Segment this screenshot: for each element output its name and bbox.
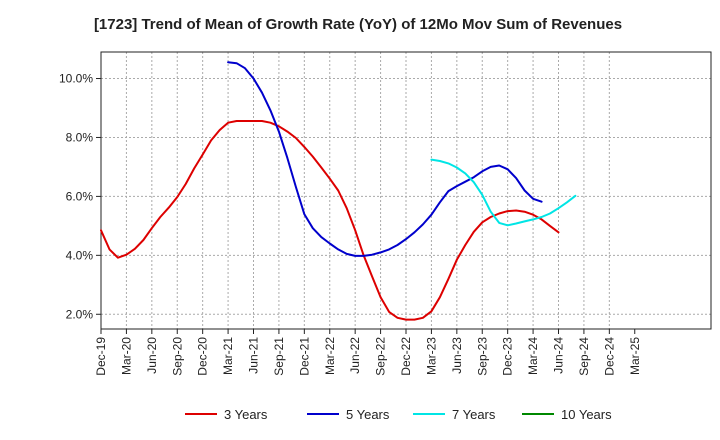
series-line-5-years <box>227 61 543 257</box>
series-line-7-years <box>430 158 577 227</box>
x-tick-label: Sep-24 <box>577 337 591 376</box>
x-axis: Dec-19 Mar-20 Jun-20 Sep-20 Dec-20 Mar-21 Jun-… <box>94 329 642 376</box>
x-tick-label: Mar-20 <box>119 337 133 375</box>
x-tick-label: Mar-23 <box>424 337 438 375</box>
y-tick-label: 2.0% <box>66 307 94 321</box>
legend: 3 Years 5 Years 7 Years 10 Years <box>185 407 612 422</box>
x-tick-label: Dec-22 <box>399 337 413 376</box>
x-tick-label: Mar-25 <box>628 337 642 375</box>
x-tick-label: Mar-22 <box>323 337 337 375</box>
legend-label: 3 Years <box>224 407 268 422</box>
x-tick-label: Sep-20 <box>170 337 184 376</box>
legend-label: 5 Years <box>346 407 390 422</box>
x-tick-label: Jun-20 <box>145 337 159 374</box>
x-tick-label: Dec-20 <box>196 337 210 376</box>
x-tick-label: Jun-24 <box>552 337 566 374</box>
x-tick-label: Dec-24 <box>602 337 616 376</box>
x-tick-label: Dec-23 <box>501 337 515 376</box>
x-tick-label: Mar-24 <box>526 337 540 375</box>
x-tick-label: Mar-21 <box>221 337 235 375</box>
x-tick-label: Sep-23 <box>475 337 489 376</box>
y-tick-label: 10.0% <box>59 72 93 86</box>
x-tick-label: Sep-21 <box>272 337 286 376</box>
y-axis: 2.0% 4.0% 6.0% 8.0% 10.0% <box>59 72 101 321</box>
x-tick-label: Jun-23 <box>450 337 464 374</box>
y-tick-label: 6.0% <box>66 189 94 203</box>
x-tick-label: Jun-21 <box>247 337 261 374</box>
chart-title: [1723] Trend of Mean of Growth Rate (YoY… <box>94 16 622 33</box>
x-tick-label: Jun-22 <box>348 337 362 374</box>
series-line-3-years <box>100 120 560 321</box>
x-tick-label: Dec-19 <box>94 337 108 376</box>
legend-label: 10 Years <box>561 407 612 422</box>
legend-label: 7 Years <box>452 407 496 422</box>
y-tick-label: 8.0% <box>66 130 94 144</box>
y-tick-label: 4.0% <box>66 248 94 262</box>
series-lines <box>100 61 577 321</box>
gridlines <box>101 52 711 329</box>
x-tick-label: Dec-21 <box>297 337 311 376</box>
x-tick-label: Sep-22 <box>374 337 388 376</box>
